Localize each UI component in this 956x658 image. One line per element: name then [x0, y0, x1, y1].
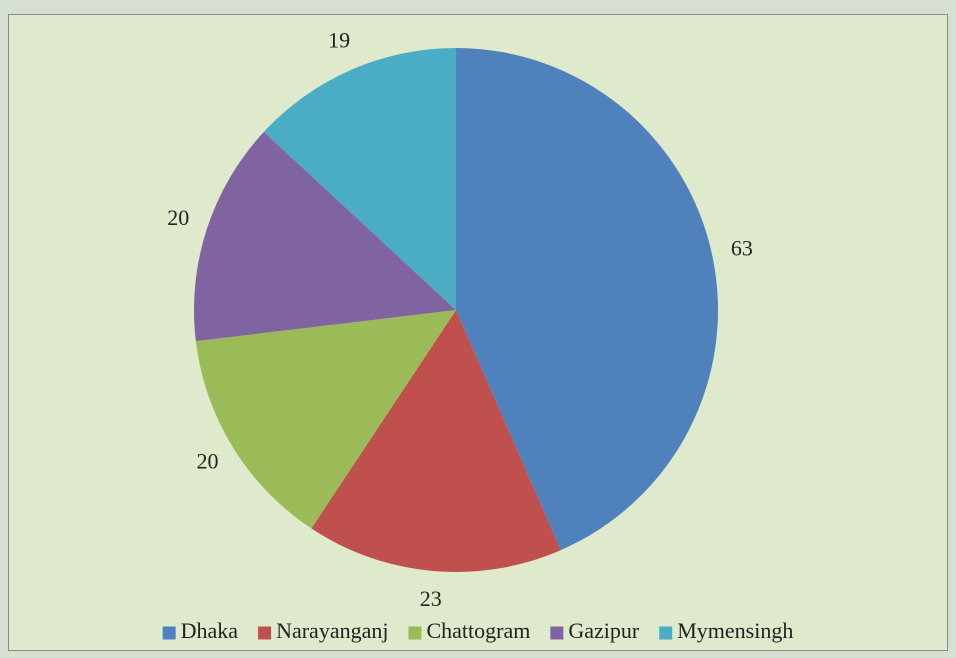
- data-label: 20: [167, 205, 189, 230]
- pie-slice: [263, 48, 456, 310]
- legend-swatch: [659, 626, 673, 640]
- legend-swatch: [408, 626, 422, 640]
- pie-slice: [195, 310, 456, 529]
- legend-label: Narayanganj: [276, 618, 388, 643]
- legend-swatch: [550, 626, 564, 640]
- data-label: 23: [420, 586, 442, 611]
- legend-label: Mymensingh: [677, 618, 793, 643]
- data-label: 19: [328, 27, 350, 52]
- legend-swatch: [258, 626, 272, 640]
- legend-swatch: [162, 626, 176, 640]
- legend-label: Gazipur: [568, 618, 640, 643]
- pie-slice: [311, 310, 561, 572]
- pie-slice: [194, 131, 456, 342]
- data-label: 20: [196, 448, 218, 473]
- legend-label: Chattogram: [426, 618, 530, 643]
- legend-label: Dhaka: [181, 618, 239, 643]
- data-label: 63: [731, 235, 753, 260]
- pie-slice: [456, 48, 719, 551]
